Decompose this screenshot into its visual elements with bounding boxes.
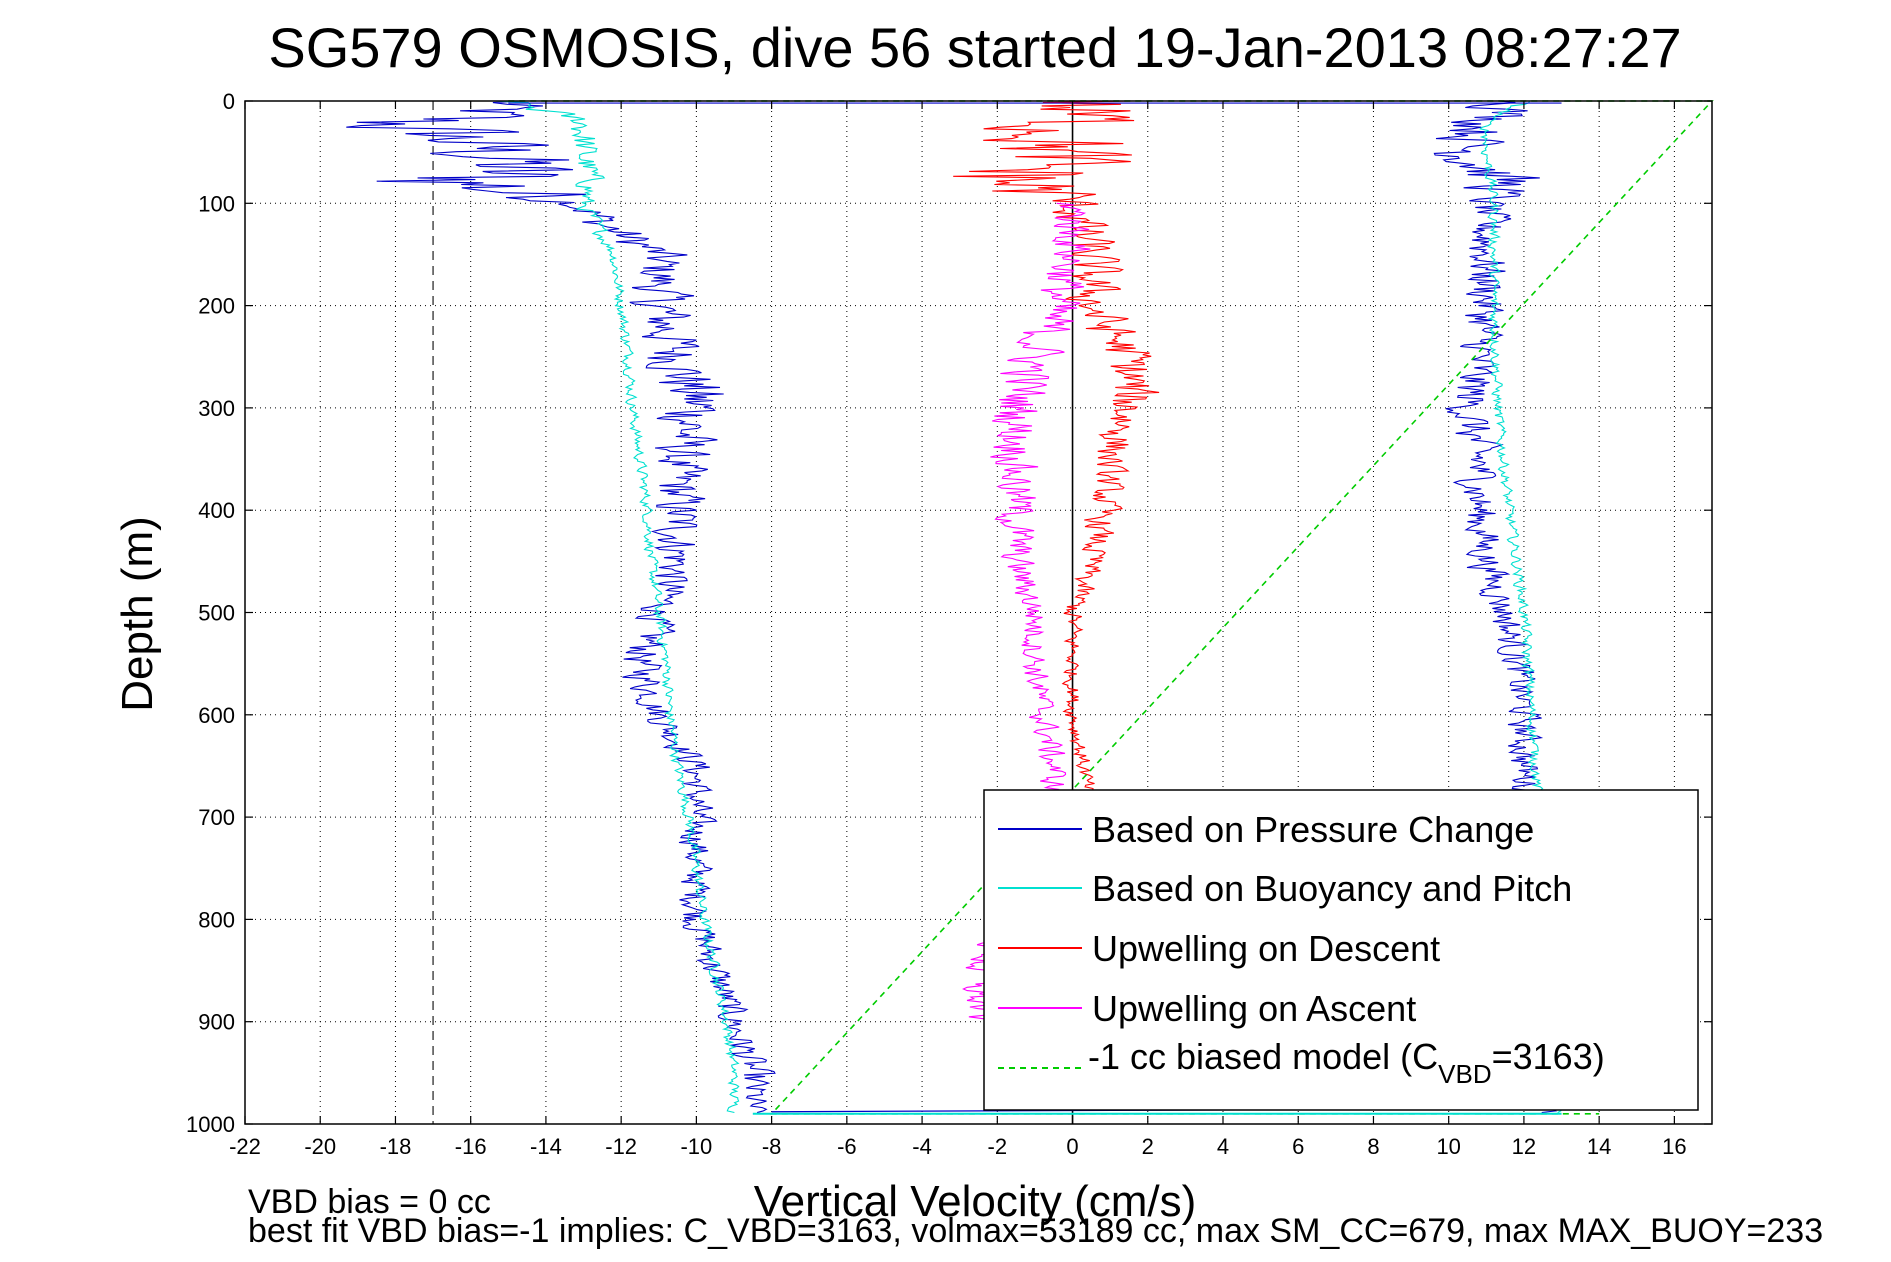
x-tick-label: 16 bbox=[1662, 1134, 1686, 1159]
x-tick-label: -2 bbox=[988, 1134, 1008, 1159]
y-tick-label: 800 bbox=[198, 907, 235, 932]
legend-label-descent: Upwelling on Descent bbox=[1092, 928, 1440, 969]
y-tick-label: 700 bbox=[198, 805, 235, 830]
y-tick-label: 300 bbox=[198, 396, 235, 421]
legend: Based on Pressure Change Based on Buoyan… bbox=[983, 789, 1699, 1111]
y-tick-label: 0 bbox=[223, 89, 235, 114]
x-tick-label: 14 bbox=[1587, 1134, 1611, 1159]
x-tick-label: 4 bbox=[1217, 1134, 1229, 1159]
x-tick-label: -20 bbox=[304, 1134, 336, 1159]
series-buoy_desc bbox=[495, 100, 740, 1114]
series-upw_desc bbox=[953, 100, 1160, 817]
x-tick-label: 6 bbox=[1292, 1134, 1304, 1159]
x-axis-ticks: -22 -20 -18 -16 -14 -12 -10 -8 -6 -4 -2 0 2 4 6 8 10 12 14… bbox=[229, 101, 1687, 1159]
x-tick-label: 10 bbox=[1436, 1134, 1460, 1159]
x-tick-label: -6 bbox=[837, 1134, 857, 1159]
legend-label-ascent: Upwelling on Ascent bbox=[1092, 988, 1416, 1029]
y-tick-label: 200 bbox=[198, 294, 235, 319]
series-biased_model bbox=[508, 100, 1714, 1115]
y-tick-label: 600 bbox=[198, 703, 235, 728]
x-tick-label: -18 bbox=[380, 1134, 412, 1159]
grid bbox=[244, 100, 1712, 1125]
y-tick-label: 400 bbox=[198, 498, 235, 523]
x-tick-label: 2 bbox=[1142, 1134, 1154, 1159]
legend-box bbox=[983, 789, 1699, 1111]
best-fit-annotation: best fit VBD bias=-1 implies: C_VBD=3163… bbox=[248, 1212, 1823, 1250]
y-axis-label: Depth (m) bbox=[113, 516, 162, 712]
vbd-bias-annotation: VBD bias = 0 cc bbox=[248, 1183, 491, 1221]
x-tick-label: 8 bbox=[1367, 1134, 1379, 1159]
legend-label-pressure: Based on Pressure Change bbox=[1092, 809, 1534, 850]
y-axis-ticks: 0 100 200 300 400 500 600 700 800 900 1000 bbox=[186, 89, 1712, 1137]
x-tick-label: -10 bbox=[680, 1134, 712, 1159]
x-tick-label: -22 bbox=[229, 1134, 261, 1159]
y-tick-label: 900 bbox=[198, 1010, 235, 1035]
legend-label-biased-model: -1 cc biased model (CVBD=3163) bbox=[1088, 1036, 1605, 1089]
x-tick-label: 0 bbox=[1066, 1134, 1078, 1159]
x-tick-label: -14 bbox=[530, 1134, 562, 1159]
x-tick-label: -8 bbox=[762, 1134, 782, 1159]
y-tick-label: 100 bbox=[198, 191, 235, 216]
y-tick-label: 500 bbox=[198, 601, 235, 626]
reference-lines bbox=[432, 101, 1074, 1124]
chart-title: SG579 OSMOSIS, dive 56 started 19-Jan-20… bbox=[268, 16, 1681, 79]
x-tick-label: -16 bbox=[455, 1134, 487, 1159]
y-tick-label: 1000 bbox=[186, 1112, 235, 1137]
x-axis-label: Vertical Velocity (cm/s) bbox=[754, 1177, 1197, 1226]
x-tick-label: 12 bbox=[1512, 1134, 1536, 1159]
x-tick-label: -4 bbox=[912, 1134, 932, 1159]
legend-label-buoyancy: Based on Buoyancy and Pitch bbox=[1092, 868, 1572, 909]
x-tick-label: -12 bbox=[605, 1134, 637, 1159]
